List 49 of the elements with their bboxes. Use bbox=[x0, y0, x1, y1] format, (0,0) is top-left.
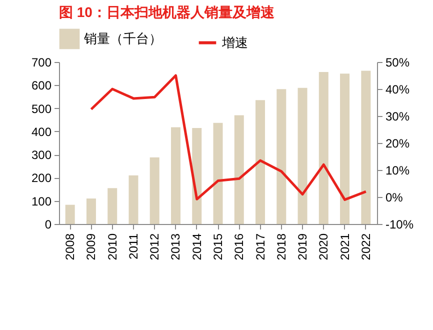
y-tick-label: 300 bbox=[31, 148, 52, 162]
x-tick-label: 2011 bbox=[126, 233, 140, 260]
x-tick-label: 2018 bbox=[274, 233, 288, 260]
y-tick-label: 200 bbox=[31, 171, 52, 186]
x-tick-label: 2015 bbox=[211, 233, 225, 260]
legend-label: 增速 bbox=[221, 34, 248, 50]
x-tick-label: 2016 bbox=[232, 233, 246, 260]
x-tick-label: 2008 bbox=[63, 233, 78, 260]
y2-tick-label: -10% bbox=[386, 218, 414, 232]
bar bbox=[65, 204, 75, 224]
y2-tick-label: 40% bbox=[386, 82, 410, 96]
y2-tick-label: 30% bbox=[386, 110, 410, 124]
bar bbox=[234, 115, 244, 224]
y2-tick-label: 50% bbox=[386, 56, 410, 70]
bar bbox=[256, 100, 266, 224]
chart-title: 图 10：日本扫地机器人销量及增速 bbox=[59, 4, 276, 20]
bar bbox=[108, 188, 118, 224]
bar bbox=[340, 74, 350, 224]
bar bbox=[318, 72, 328, 224]
y2-tick-label: 10% bbox=[386, 164, 410, 178]
y-tick-label: 0 bbox=[44, 218, 52, 232]
y-tick-label: 500 bbox=[31, 102, 52, 116]
bar bbox=[213, 122, 223, 224]
x-tick-label: 2017 bbox=[253, 233, 268, 260]
bar bbox=[128, 175, 138, 224]
x-tick-label: 2019 bbox=[296, 233, 310, 260]
bar bbox=[192, 128, 202, 224]
bar bbox=[170, 127, 180, 224]
x-tick-label: 2022 bbox=[358, 233, 373, 260]
y-tick-label: 700 bbox=[31, 56, 52, 70]
x-tick-label: 2014 bbox=[190, 233, 204, 260]
bar bbox=[361, 70, 371, 224]
y-tick-label: 400 bbox=[31, 124, 52, 139]
bar bbox=[150, 157, 160, 224]
legend-label: 销量（千台） bbox=[83, 30, 162, 46]
y-tick-label: 100 bbox=[31, 194, 52, 208]
line-series bbox=[90, 74, 368, 201]
x-tick-label: 2020 bbox=[316, 233, 331, 260]
bar bbox=[276, 89, 286, 224]
x-tick-label: 2021 bbox=[338, 233, 352, 260]
x-tick-label: 2010 bbox=[105, 233, 120, 260]
y2-tick-label: 20% bbox=[386, 136, 410, 150]
y-tick-label: 600 bbox=[31, 78, 52, 93]
bar bbox=[298, 88, 308, 224]
y2-tick-label: 0% bbox=[386, 190, 404, 204]
x-tick-label: 2012 bbox=[148, 233, 162, 260]
bar bbox=[86, 198, 96, 224]
x-tick-label: 2009 bbox=[84, 233, 98, 260]
x-tick-label: 2013 bbox=[168, 233, 183, 260]
